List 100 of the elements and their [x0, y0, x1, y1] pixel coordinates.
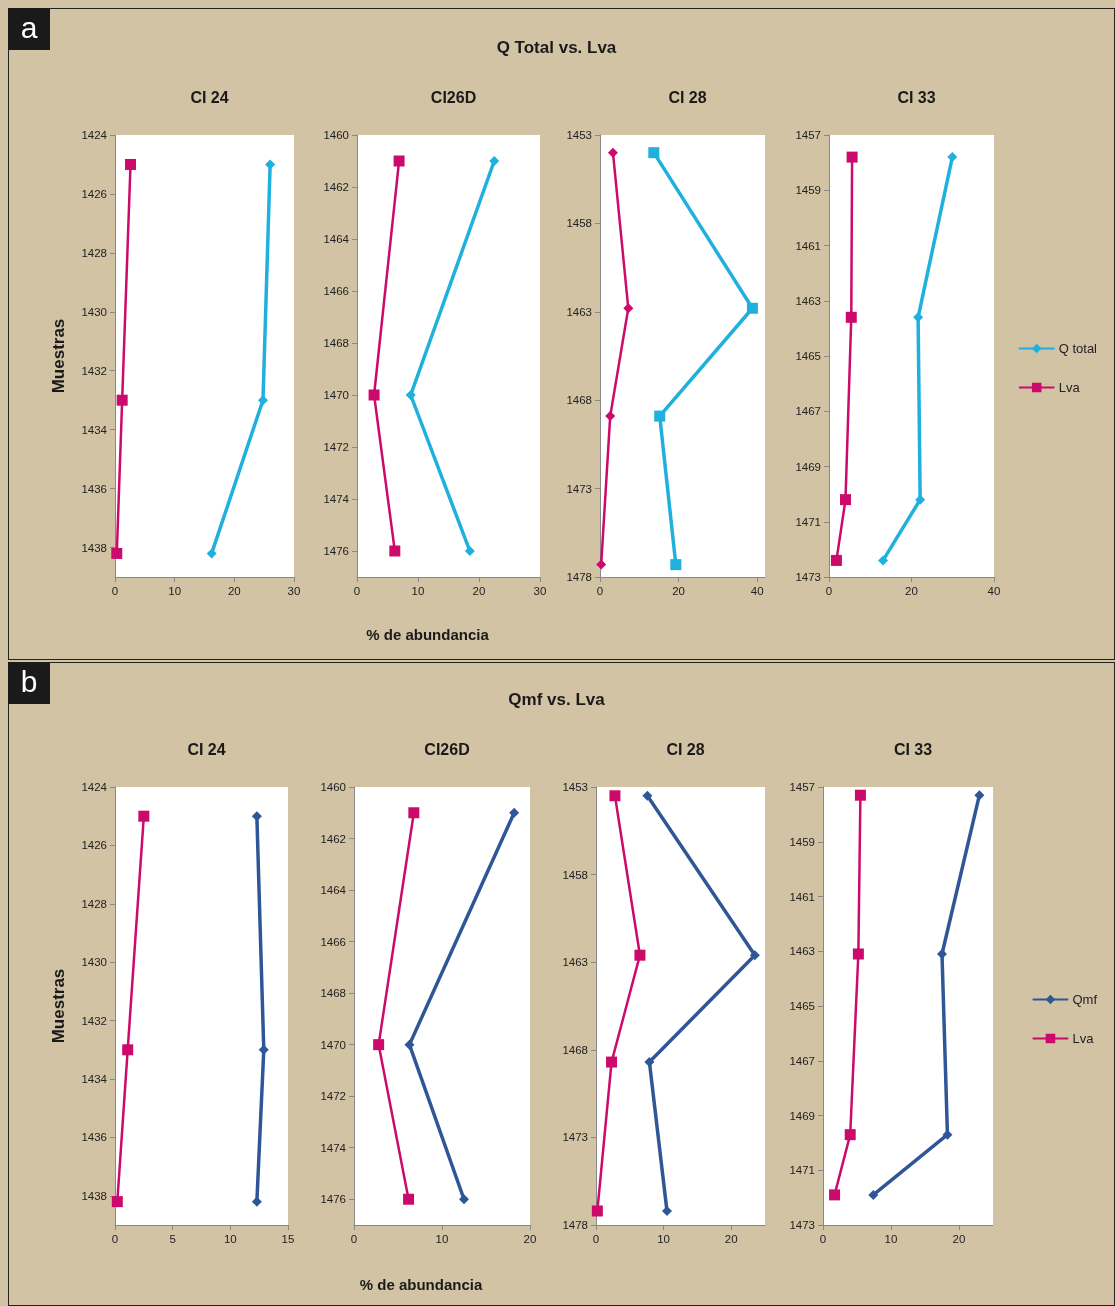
point: [642, 790, 653, 801]
y-tick-label: 1460: [323, 129, 349, 141]
point: [607, 147, 618, 158]
x-tick-label: 0: [592, 1233, 600, 1245]
x-tick-label: 40: [750, 585, 764, 597]
text: b: [8, 662, 50, 704]
y-tick-label: 1453: [566, 129, 592, 141]
point: [845, 311, 857, 323]
y-tick-label: 1469: [795, 460, 821, 473]
legend-label: Lva: [1072, 1031, 1095, 1046]
point: [852, 948, 864, 960]
x-tick-label: 20: [672, 585, 685, 597]
y-tick-label: 1463: [562, 956, 588, 969]
point: [644, 1057, 655, 1068]
y-tick-label: 1461: [789, 890, 815, 903]
point: [854, 789, 866, 801]
point: [464, 546, 475, 556]
point: [389, 545, 401, 557]
y-tick-label: 1467: [795, 405, 821, 418]
point: [257, 395, 268, 406]
chart-title: CI 28: [668, 88, 707, 106]
y-tick-label: 1457: [789, 781, 815, 793]
chart-title: CI 24: [187, 740, 226, 758]
point: [937, 948, 947, 959]
x-axis-title: % de abundancia: [358, 1276, 484, 1293]
x-tick-label: 20: [523, 1233, 537, 1245]
y-tick-label: 1462: [323, 181, 349, 193]
x-tick-label: 0: [111, 585, 119, 597]
y-tick-label: 1465: [789, 1000, 815, 1012]
y-tick-label: 1428: [81, 897, 107, 910]
y-tick-label: 1469: [789, 1109, 815, 1122]
x-tick-label: 0: [825, 585, 833, 597]
point: [373, 1039, 385, 1051]
y-tick-label: 1430: [81, 305, 107, 318]
point: [265, 159, 276, 170]
y-tick-label: 1470: [323, 389, 349, 401]
x-tick-label: 20: [227, 585, 241, 597]
x-tick-label: 15: [281, 1233, 295, 1245]
x-tick-label: 30: [287, 585, 301, 597]
point: [489, 156, 500, 166]
point: [596, 559, 607, 570]
y-tick-label: 1473: [566, 482, 592, 495]
point: [125, 158, 137, 170]
x-tick-label: 30: [533, 585, 547, 597]
y-tick-label: 1474: [323, 493, 350, 505]
y-tick-label: 1473: [562, 1131, 588, 1144]
chart-title: CI 28: [666, 740, 705, 758]
legend-label: Qmf: [1072, 992, 1098, 1007]
x-tick-label: 10: [223, 1233, 237, 1245]
point: [403, 1193, 415, 1205]
point: [947, 152, 958, 163]
y-tick-label: 1476: [320, 1193, 346, 1206]
text: a: [8, 8, 50, 50]
y-tick-label: 1458: [566, 217, 592, 230]
y-tick-label: 1468: [562, 1043, 588, 1056]
point: [116, 394, 128, 406]
x-tick-label: 0: [353, 585, 361, 597]
y-tick-label: 1436: [81, 482, 107, 495]
point: [609, 790, 621, 802]
point: [829, 1189, 841, 1201]
x-tick-label: 10: [411, 585, 425, 597]
y-tick-label: 1458: [562, 868, 588, 881]
point: [606, 1056, 618, 1068]
x-tick-label: 0: [350, 1233, 358, 1245]
y-tick-label: 1471: [789, 1164, 815, 1177]
chart-title: CI 33: [897, 88, 936, 106]
x-tick-label: 10: [435, 1233, 449, 1245]
y-tick-label: 1430: [81, 956, 107, 969]
point: [648, 147, 660, 159]
x-axis-title: % de abundancia: [365, 626, 490, 643]
y-tick-label: 1476: [323, 545, 349, 557]
legend-label: Lva: [1058, 380, 1081, 395]
y-tick-label: 1478: [566, 571, 592, 583]
point: [408, 807, 420, 819]
point: [405, 390, 416, 400]
y-axis-title: Muestras: [49, 318, 68, 394]
y-tick-label: 1463: [795, 294, 821, 307]
point: [654, 410, 666, 422]
y-axis-title: Muestras: [49, 968, 68, 1044]
x-tick-label: 20: [724, 1233, 738, 1245]
y-tick-label: 1464: [323, 233, 350, 245]
point: [206, 548, 217, 559]
point: [868, 1189, 879, 1200]
point: [670, 559, 682, 571]
text: Q Total vs. Lva: [496, 38, 617, 57]
point: [749, 950, 760, 961]
y-tick-label: 1466: [323, 285, 349, 297]
y-tick-label: 1459: [795, 184, 821, 197]
y-tick-label: 1466: [320, 935, 346, 948]
text: Qmf vs. Lva: [508, 690, 605, 709]
point: [878, 555, 889, 566]
point: [591, 1205, 603, 1217]
point: [138, 810, 150, 822]
point: [634, 949, 646, 961]
y-tick-label: 1478: [562, 1219, 588, 1231]
y-tick-label: 1436: [81, 1131, 107, 1144]
y-tick-label: 1424: [81, 129, 108, 141]
point: [251, 1196, 262, 1207]
chart-title: CI26D: [430, 88, 477, 106]
x-tick-label: 10: [657, 1233, 670, 1245]
